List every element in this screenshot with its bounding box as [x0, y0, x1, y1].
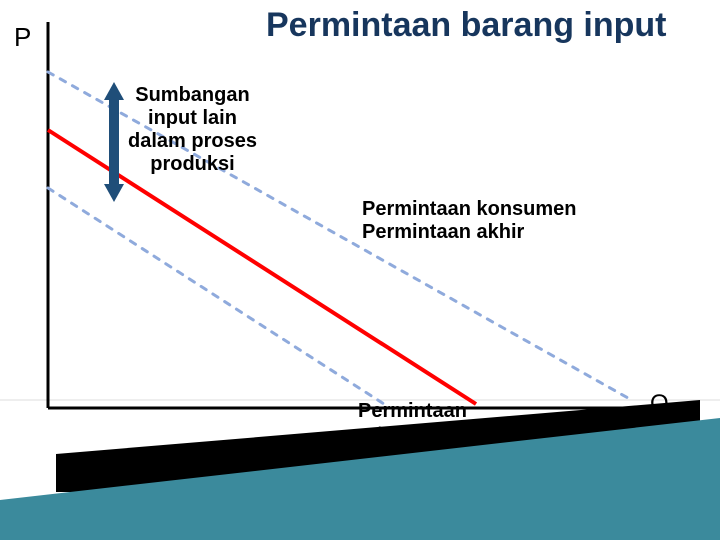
konsumen-line-1: Permintaan konsumen	[362, 198, 577, 221]
contribution-arrow	[104, 82, 124, 202]
konsumen-line-2: Permintaan akhir	[362, 221, 577, 244]
sumbangan-label: Sumbangan input lain dalam proses produk…	[128, 84, 257, 176]
atas-input-line-1: Permintaan	[358, 400, 467, 423]
sumbangan-line-1: Sumbangan	[128, 84, 257, 107]
q-axis-label: Q	[650, 390, 669, 418]
sumbangan-line-3: dalam proses	[128, 130, 257, 153]
sumbangan-line-4: produksi	[128, 153, 257, 176]
chart-title: Permintaan barang input	[266, 6, 667, 45]
atas-input-label: Permintaan atas input	[358, 400, 467, 446]
p-axis-label: P	[14, 22, 31, 53]
sumbangan-line-2: input lain	[128, 107, 257, 130]
chart-svg	[0, 0, 720, 540]
lower-dotted-line	[48, 188, 384, 404]
atas-input-line-2: atas input	[358, 423, 467, 446]
konsumen-label: Permintaan konsumen Permintaan akhir	[362, 198, 577, 244]
